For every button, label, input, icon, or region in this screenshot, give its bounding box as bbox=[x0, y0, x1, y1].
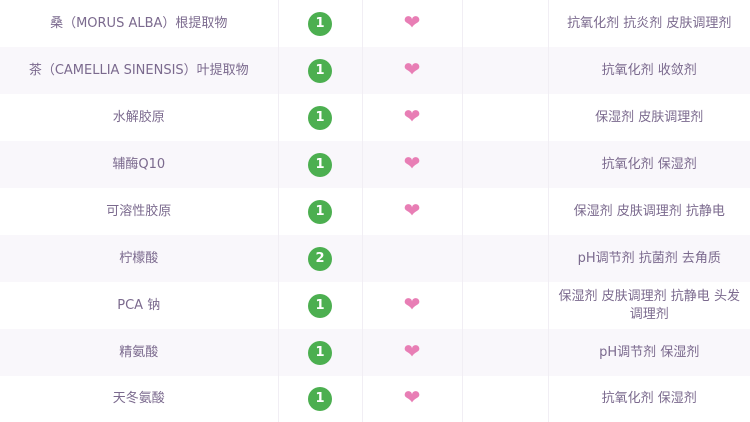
safety-score-cell: 1 bbox=[277, 94, 362, 141]
heart-icon: ❤ bbox=[403, 103, 421, 128]
empty-cell bbox=[461, 329, 548, 376]
empty-cell bbox=[461, 47, 548, 94]
safety-score-badge: 1 bbox=[308, 199, 332, 224]
safety-score-cell: 1 bbox=[277, 329, 362, 376]
ingredient-functions: 抗氧化剂 收敛剂 bbox=[547, 47, 750, 94]
ingredient-functions: 保湿剂 皮肤调理剂 抗静电 头发调理剂 bbox=[547, 282, 750, 329]
safety-score-cell: 1 bbox=[277, 47, 362, 94]
safety-score-badge: 2 bbox=[308, 246, 332, 271]
ingredient-name: 精氨酸 bbox=[119, 344, 159, 360]
active-cell: ❤ bbox=[361, 282, 462, 329]
empty-cell bbox=[461, 188, 548, 235]
safety-score-cell: 1 bbox=[277, 141, 362, 188]
ingredient-name: 可溶性胶原 bbox=[106, 203, 172, 219]
active-cell: ❤ bbox=[361, 188, 462, 235]
active-cell: ❤ bbox=[361, 47, 462, 94]
ingredient-name: 茶（CAMELLIA SINENSIS）叶提取物 bbox=[28, 62, 249, 78]
ingredient-functions: 保湿剂 皮肤调理剂 抗静电 bbox=[547, 188, 750, 235]
empty-cell bbox=[461, 94, 548, 141]
heart-icon: ❤ bbox=[403, 9, 421, 34]
safety-score-badge: 1 bbox=[308, 58, 332, 83]
safety-score-cell: 1 bbox=[277, 282, 362, 329]
safety-score-cell: 1 bbox=[277, 0, 362, 47]
table-row: PCA 钠 1 ❤ 保湿剂 皮肤调理剂 抗静电 头发调理剂 bbox=[0, 282, 750, 329]
active-cell: ❤ bbox=[361, 329, 462, 376]
ingredient-functions: pH调节剂 保湿剂 bbox=[547, 329, 750, 376]
table-row: 桑（MORUS ALBA）根提取物 1 ❤ 抗氧化剂 抗炎剂 皮肤调理剂 bbox=[0, 0, 750, 47]
heart-icon: ❤ bbox=[403, 56, 421, 81]
empty-cell bbox=[461, 235, 548, 282]
table-row: 柠檬酸 2 pH调节剂 抗菌剂 去角质 bbox=[0, 235, 750, 282]
ingredient-name: 桑（MORUS ALBA）根提取物 bbox=[50, 15, 228, 31]
active-cell: ❤ bbox=[361, 94, 462, 141]
table-row: 精氨酸 1 ❤ pH调节剂 保湿剂 bbox=[0, 329, 750, 376]
active-cell: ❤ bbox=[361, 141, 462, 188]
empty-cell bbox=[461, 141, 548, 188]
ingredient-name: 天冬氨酸 bbox=[112, 391, 165, 406]
ingredient-functions: 抗氧化剂 抗炎剂 皮肤调理剂 bbox=[547, 0, 750, 47]
ingredient-name: 辅酶Q10 bbox=[112, 156, 166, 172]
safety-score-cell: 1 bbox=[277, 376, 362, 422]
safety-score-badge: 1 bbox=[308, 152, 332, 177]
empty-cell bbox=[461, 376, 548, 422]
ingredient-functions: 保湿剂 皮肤调理剂 bbox=[547, 94, 750, 141]
empty-cell bbox=[461, 0, 548, 47]
ingredient-name: 柠檬酸 bbox=[119, 250, 159, 266]
safety-score-badge: 1 bbox=[308, 105, 332, 130]
active-cell bbox=[361, 235, 462, 282]
heart-icon: ❤ bbox=[403, 150, 421, 175]
ingredient-functions: 抗氧化剂 保湿剂 bbox=[547, 376, 750, 422]
safety-score-badge: 1 bbox=[308, 11, 332, 36]
table-row: 天冬氨酸 1 ❤ 抗氧化剂 保湿剂 bbox=[0, 376, 750, 422]
safety-score-cell: 1 bbox=[277, 188, 362, 235]
heart-icon: ❤ bbox=[403, 338, 421, 363]
heart-icon: ❤ bbox=[403, 291, 421, 316]
active-cell: ❤ bbox=[361, 0, 462, 47]
safety-score-badge: 1 bbox=[308, 293, 332, 318]
table-row: 茶（CAMELLIA SINENSIS）叶提取物 1 ❤ 抗氧化剂 收敛剂 bbox=[0, 47, 750, 94]
safety-score-cell: 2 bbox=[277, 235, 362, 282]
heart-icon: ❤ bbox=[403, 385, 421, 409]
table-row: 可溶性胶原 1 ❤ 保湿剂 皮肤调理剂 抗静电 bbox=[0, 188, 750, 235]
safety-score-badge: 1 bbox=[308, 340, 332, 365]
ingredient-functions: pH调节剂 抗菌剂 去角质 bbox=[547, 235, 750, 282]
empty-cell bbox=[461, 282, 548, 329]
ingredient-name: 水解胶原 bbox=[112, 109, 165, 125]
ingredient-functions: 抗氧化剂 保湿剂 bbox=[547, 141, 750, 188]
safety-score-badge: 1 bbox=[308, 387, 332, 411]
ingredient-name: PCA 钠 bbox=[117, 297, 161, 313]
active-cell: ❤ bbox=[361, 376, 462, 422]
table-row: 辅酶Q10 1 ❤ 抗氧化剂 保湿剂 bbox=[0, 141, 750, 188]
heart-icon: ❤ bbox=[403, 197, 421, 222]
table-row: 水解胶原 1 ❤ 保湿剂 皮肤调理剂 bbox=[0, 94, 750, 141]
